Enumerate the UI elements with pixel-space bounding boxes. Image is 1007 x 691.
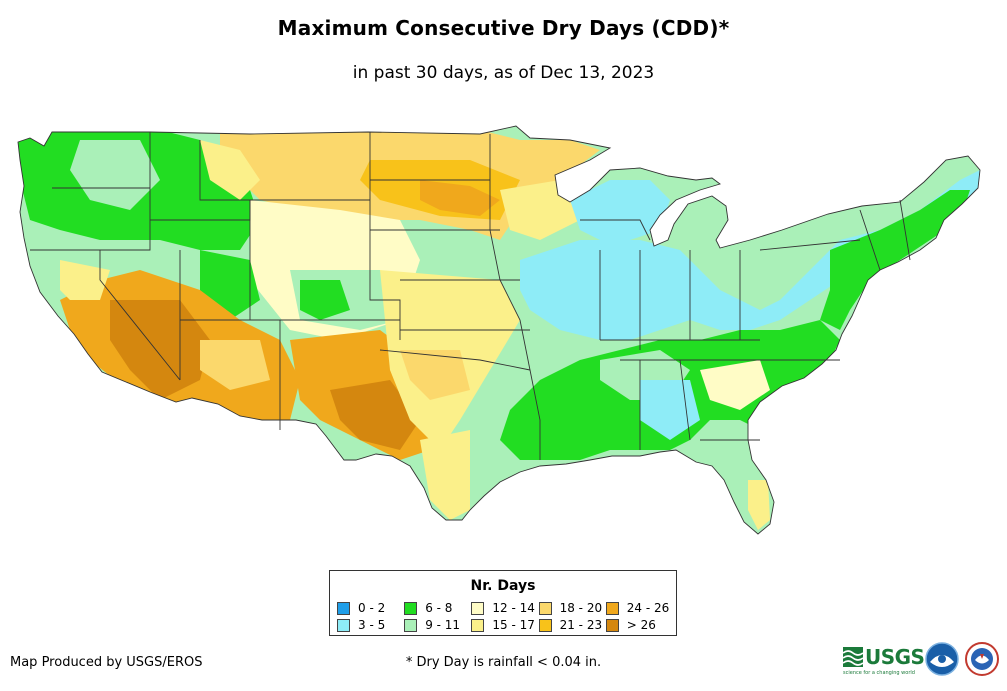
boundary-ca-nv: [99, 250, 181, 381]
zone-upper-midwest: [570, 180, 670, 240]
legend-swatch: [337, 601, 350, 615]
producer-credit: Map Produced by USGS/EROS: [10, 655, 203, 670]
legend-swatch: [404, 601, 418, 615]
nws-logo-icon: [965, 642, 999, 676]
zone-south-texas: [420, 430, 470, 520]
legend-item: 15 - 17: [471, 618, 538, 632]
legend-label: 15 - 17: [492, 618, 535, 632]
noaa-logo-icon: [925, 642, 959, 676]
usgs-logo-text: USGS: [865, 645, 925, 669]
boundary-mississippi-west: [489, 134, 541, 460]
legend-swatch: [471, 601, 485, 615]
legend-grid: 0 - 2 6 - 8 12 - 14 18 - 20 24 - 26 3 - 5 9 - …: [337, 601, 673, 632]
legend-item: 18 - 20: [538, 601, 606, 615]
boundary-wi-il: [580, 219, 651, 241]
legend-label: 24 - 26: [626, 601, 670, 615]
legend-swatch: [605, 601, 619, 615]
usgs-logo: USGS: [843, 645, 925, 669]
legend-swatch: [404, 618, 418, 632]
legend-swatch: [471, 618, 485, 632]
state-boundaries: [17, 125, 981, 535]
zone-midwest-ohio-valley: [520, 170, 980, 340]
legend-item: > 26: [605, 618, 673, 632]
boundary-ok-tx: [379, 349, 531, 371]
legend-label: 6 - 8: [425, 601, 453, 615]
legend-item: 12 - 14: [471, 601, 538, 615]
legend-swatch: [337, 618, 350, 632]
zone-northeast: [820, 190, 970, 330]
zone-south-florida: [748, 480, 770, 530]
legend-item: 6 - 8: [404, 601, 471, 615]
boundary-ny-pa: [759, 239, 861, 251]
zone-georgia-carolina: [700, 360, 770, 410]
legend-label: 0 - 2: [358, 601, 386, 615]
legend-item: 0 - 2: [337, 601, 404, 615]
cdd-map: [17, 125, 981, 535]
legend-item: 9 - 11: [404, 618, 471, 632]
zone-dakotas-deep: [420, 180, 500, 216]
legend-label: 21 - 23: [559, 618, 603, 632]
legend-item: 24 - 26: [605, 601, 673, 615]
legend-title: Nr. Days: [470, 578, 536, 594]
zone-texas-central: [400, 350, 470, 400]
usgs-tagline: science for a changing world: [843, 670, 915, 676]
legend: Nr. Days 0 - 2 6 - 8 12 - 14 18 - 20 24 - 26…: [329, 570, 677, 636]
zone-west-texas: [330, 380, 420, 450]
zone-colorado-mtn: [300, 280, 350, 320]
boundary-al-ga: [679, 359, 691, 441]
agency-logos: USGS science for a changing world: [843, 640, 1003, 680]
legend-swatch: [538, 618, 552, 632]
zone-arizona-nevada: [110, 300, 210, 400]
zone-california-central: [50, 260, 110, 300]
zone-oregon-interior: [70, 140, 160, 210]
legend-label: 18 - 20: [559, 601, 603, 615]
legend-item: 21 - 23: [538, 618, 606, 632]
boundary-mt-wy: [199, 140, 370, 201]
legend-label: 3 - 5: [358, 618, 386, 632]
map-title: Maximum Consecutive Dry Days (CDD)*: [277, 16, 730, 40]
legend-swatch: [538, 601, 552, 615]
boundary-vt-nh: [899, 199, 911, 261]
map-subtitle: in past 30 days, as of Dec 13, 2023: [352, 63, 655, 83]
legend-label: 9 - 11: [425, 618, 461, 632]
legend-label: 12 - 14: [492, 601, 535, 615]
zone-alabama: [640, 380, 700, 440]
legend-label: > 26: [626, 618, 656, 632]
legend-item: 3 - 5: [337, 618, 404, 632]
legend-swatch: [605, 618, 619, 632]
zone-arizona-east: [200, 340, 270, 390]
boundary-dakotas-co: [369, 132, 401, 340]
zone-montana-west: [200, 140, 260, 200]
boundary-or-ca-nv: [30, 220, 151, 251]
dry-day-note: * Dry Day is rainfall < 0.04 in.: [405, 655, 602, 670]
usgs-waves-icon: [843, 647, 863, 667]
cdd-zones: [18, 126, 980, 534]
boundary-ny-ne: [859, 209, 881, 271]
